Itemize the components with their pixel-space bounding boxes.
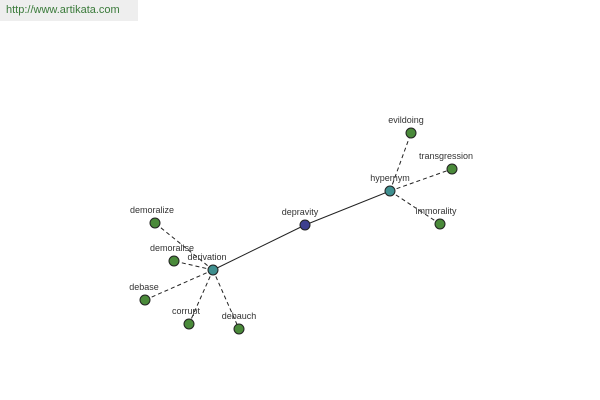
node-label: debase bbox=[129, 282, 159, 292]
node-label: depravity bbox=[282, 207, 319, 217]
node bbox=[149, 217, 161, 229]
edge bbox=[154, 222, 214, 271]
node-label: derivation bbox=[187, 252, 226, 262]
node bbox=[299, 219, 311, 231]
node bbox=[384, 185, 396, 197]
node bbox=[405, 127, 417, 139]
node-label: debauch bbox=[222, 311, 257, 321]
edge bbox=[144, 269, 214, 301]
node bbox=[446, 163, 458, 175]
node bbox=[139, 294, 151, 306]
node-label: corrupt bbox=[172, 306, 201, 316]
node-label: hypernym bbox=[370, 173, 410, 183]
edge bbox=[212, 224, 306, 271]
node-label: transgression bbox=[419, 151, 473, 161]
node bbox=[434, 218, 446, 230]
header: http://www.artikata.com bbox=[0, 0, 138, 21]
edge bbox=[304, 190, 391, 226]
edge bbox=[389, 168, 453, 192]
node-label: evildoing bbox=[388, 115, 424, 125]
node-label: demoralize bbox=[130, 205, 174, 215]
edge bbox=[389, 132, 412, 192]
node-label: demoralise bbox=[150, 243, 194, 253]
node bbox=[233, 323, 245, 335]
edge bbox=[389, 190, 441, 225]
edge bbox=[188, 269, 214, 325]
node-label: immorality bbox=[415, 206, 457, 216]
site-url[interactable]: http://www.artikata.com bbox=[6, 4, 120, 16]
node bbox=[207, 264, 219, 276]
node bbox=[168, 255, 180, 267]
node bbox=[183, 318, 195, 330]
edge bbox=[212, 269, 240, 330]
